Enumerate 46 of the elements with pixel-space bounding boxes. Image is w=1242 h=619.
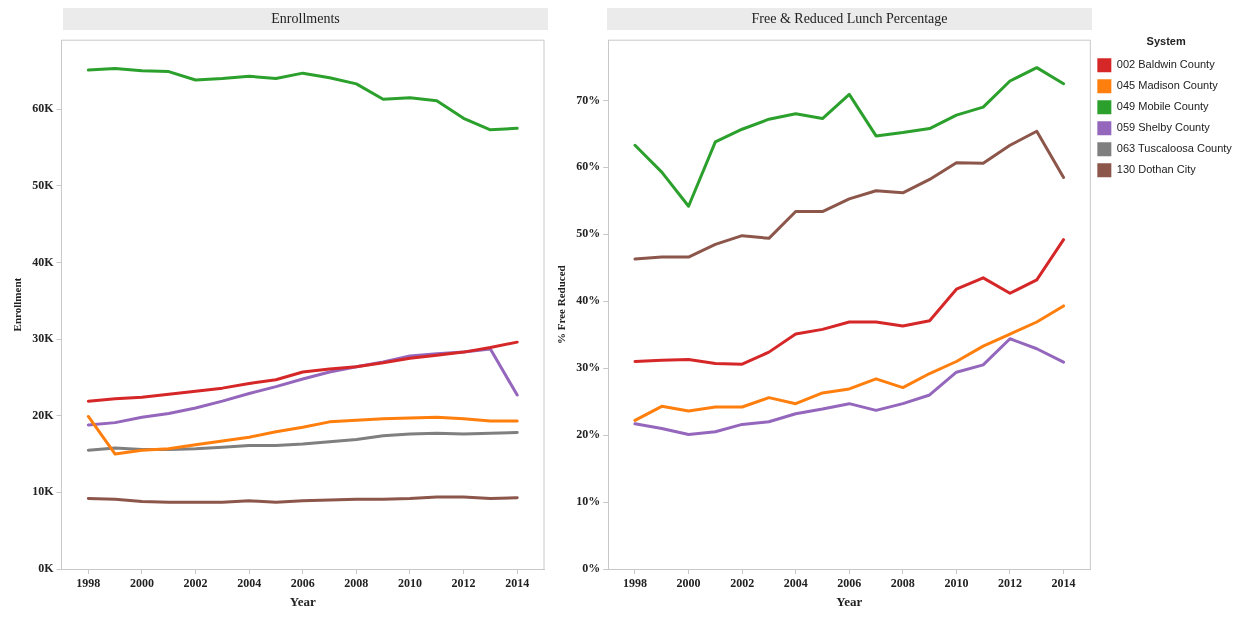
- x-tick-label: 2006: [290, 576, 315, 591]
- x-tick-label: 2004: [783, 576, 808, 591]
- x-tick-label: 2000: [676, 576, 701, 591]
- x-tick-label: 2004: [237, 576, 262, 591]
- x-tick-label: 2000: [129, 576, 154, 591]
- y-tick-label: 60%: [576, 159, 601, 174]
- y-tick-label: 0K: [38, 561, 55, 576]
- legend-label: 002 Baldwin County: [1116, 58, 1216, 71]
- x-tick-label: 2012: [997, 576, 1022, 591]
- legend-label: 049 Mobile County: [1116, 100, 1210, 113]
- y-tick-label: 0%: [582, 561, 601, 576]
- x-tick-label: 2002: [183, 576, 208, 591]
- y-tick-label: 70%: [576, 92, 601, 107]
- chart-title: Free & Reduced Lunch Percentage: [607, 8, 1092, 30]
- legend-label: 059 Shelby County: [1116, 121, 1211, 134]
- x-tick-label: 2002: [730, 576, 755, 591]
- legend-label: 130 Dothan City: [1116, 163, 1197, 176]
- y-tick-label: 40K: [32, 254, 55, 269]
- y-tick-label: 20K: [32, 407, 55, 422]
- legend-title: System: [1146, 34, 1186, 47]
- x-tick-label: 2008: [890, 576, 915, 591]
- y-tick-label: 50K: [32, 177, 55, 192]
- y-tick-label: 30%: [576, 360, 601, 375]
- x-tick-label: 2014: [505, 576, 530, 591]
- x-tick-label: 2008: [344, 576, 369, 591]
- y-tick-label: 10%: [576, 494, 601, 509]
- x-axis-title: Year: [836, 593, 863, 609]
- x-tick-label: 1998: [622, 576, 647, 591]
- legend-label: 063 Tuscaloosa County: [1116, 142, 1233, 155]
- y-tick-label: 10K: [32, 484, 55, 499]
- y-axis-title: % Free Reduced: [555, 265, 568, 344]
- chart-title: Enrollments: [63, 8, 548, 30]
- y-tick-label: 50%: [576, 226, 601, 241]
- x-axis-title: Year: [289, 593, 316, 609]
- x-tick-label: 2010: [397, 576, 422, 591]
- y-axis-title: Enrollment: [11, 277, 24, 332]
- legend-label: 045 Madison County: [1116, 79, 1219, 92]
- y-tick-label: 60K: [32, 101, 55, 116]
- y-tick-label: 20%: [576, 427, 601, 442]
- x-tick-label: 1998: [76, 576, 101, 591]
- x-tick-label: 2010: [944, 576, 969, 591]
- x-tick-label: 2014: [1051, 576, 1076, 591]
- y-tick-label: 40%: [576, 293, 601, 308]
- x-tick-label: 2012: [451, 576, 476, 591]
- x-tick-label: 2006: [837, 576, 862, 591]
- y-tick-label: 30K: [32, 331, 55, 346]
